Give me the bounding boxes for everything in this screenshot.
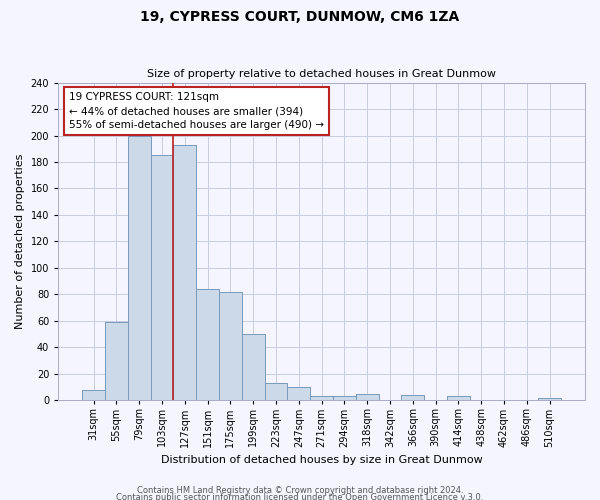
Bar	[128, 136, 151, 400]
Bar	[287, 387, 310, 400]
Bar	[310, 396, 333, 400]
Text: Contains public sector information licensed under the Open Government Licence v.: Contains public sector information licen…	[116, 494, 484, 500]
Bar	[173, 145, 196, 401]
Y-axis label: Number of detached properties: Number of detached properties	[15, 154, 25, 329]
X-axis label: Distribution of detached houses by size in Great Dunmow: Distribution of detached houses by size …	[161, 455, 482, 465]
Text: Contains HM Land Registry data © Crown copyright and database right 2024.: Contains HM Land Registry data © Crown c…	[137, 486, 463, 495]
Bar	[265, 383, 287, 400]
Bar	[447, 396, 470, 400]
Title: Size of property relative to detached houses in Great Dunmow: Size of property relative to detached ho…	[147, 69, 496, 79]
Bar	[356, 394, 379, 400]
Bar	[242, 334, 265, 400]
Bar	[196, 289, 219, 401]
Bar	[219, 292, 242, 401]
Text: 19 CYPRESS COURT: 121sqm
← 44% of detached houses are smaller (394)
55% of semi-: 19 CYPRESS COURT: 121sqm ← 44% of detach…	[69, 92, 324, 130]
Text: 19, CYPRESS COURT, DUNMOW, CM6 1ZA: 19, CYPRESS COURT, DUNMOW, CM6 1ZA	[140, 10, 460, 24]
Bar	[82, 390, 105, 400]
Bar	[401, 395, 424, 400]
Bar	[151, 156, 173, 400]
Bar	[333, 396, 356, 400]
Bar	[538, 398, 561, 400]
Bar	[105, 322, 128, 400]
